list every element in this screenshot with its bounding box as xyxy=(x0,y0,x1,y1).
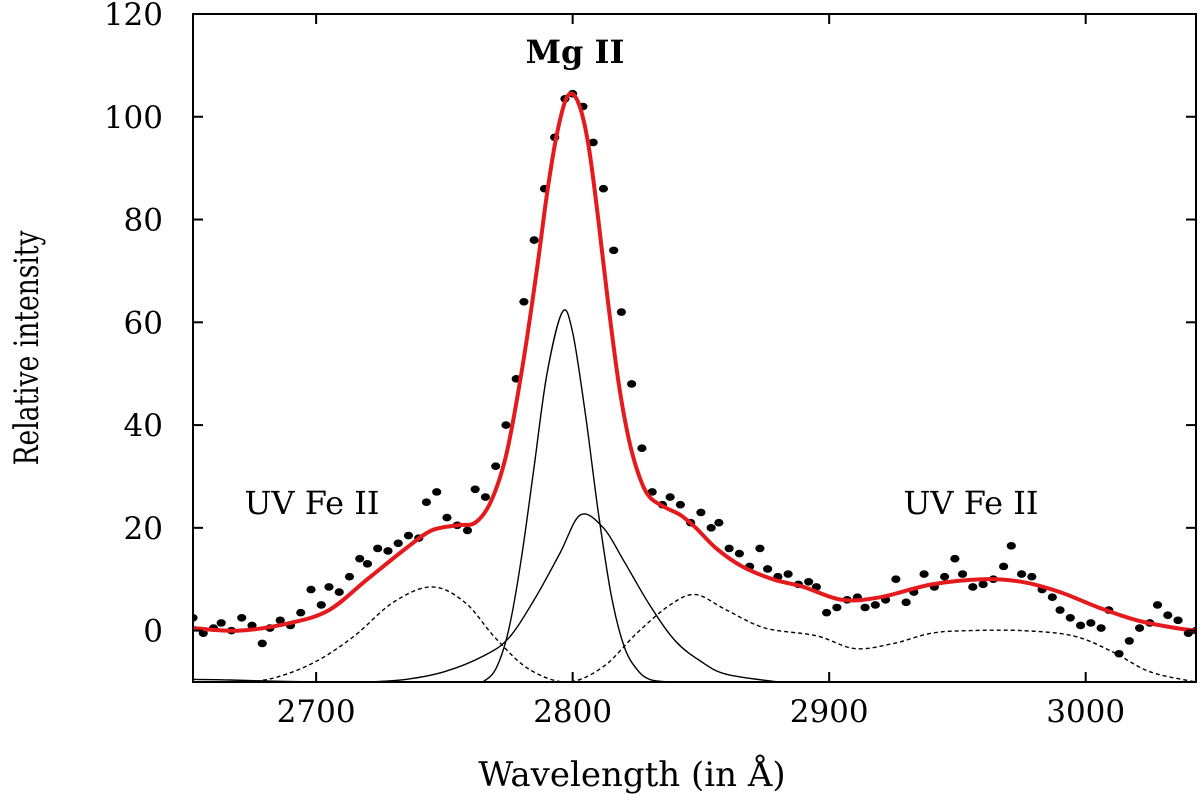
data-point xyxy=(306,585,316,594)
data-point xyxy=(1134,624,1145,632)
data-point xyxy=(1027,572,1037,581)
data-point xyxy=(393,539,403,548)
data-point xyxy=(432,488,442,496)
data-point xyxy=(421,498,432,506)
data-point xyxy=(822,608,832,617)
data-point xyxy=(403,531,414,540)
data-point xyxy=(470,485,480,494)
data-point xyxy=(1075,621,1086,630)
data-point xyxy=(1047,593,1057,602)
data-point xyxy=(193,613,198,622)
x-tick-label: 2900 xyxy=(790,694,869,730)
annotation-mgii: Mg II xyxy=(526,33,625,71)
data-point xyxy=(957,570,968,578)
data-point xyxy=(968,583,978,591)
x-tick-label: 2700 xyxy=(277,694,356,730)
data-point xyxy=(598,184,609,193)
data-point xyxy=(860,603,870,612)
y-axis-title: Relative intensity xyxy=(8,230,47,466)
series-observed xyxy=(193,89,1196,658)
data-point xyxy=(647,488,657,496)
data-point xyxy=(1152,601,1163,609)
data-point xyxy=(519,297,529,306)
data-point xyxy=(344,572,355,581)
data-point xyxy=(616,308,626,316)
data-point xyxy=(362,560,373,568)
data-point xyxy=(1086,619,1096,627)
data-point xyxy=(609,246,619,255)
data-point xyxy=(296,608,306,617)
y-tick-label: 0 xyxy=(143,614,163,650)
series-total-fit xyxy=(193,91,1196,633)
x-axis: 2700 2800 2900 3000 xyxy=(277,14,1125,730)
data-point xyxy=(870,601,880,609)
data-point xyxy=(324,583,334,591)
data-point xyxy=(480,493,491,501)
data-point xyxy=(1016,570,1027,578)
annotation-uv-fe-ii-left: UV Fe II xyxy=(244,484,379,522)
y-tick-label: 60 xyxy=(124,305,163,341)
data-point xyxy=(734,549,744,558)
data-point xyxy=(1006,542,1016,550)
data-point xyxy=(706,524,716,532)
data-point xyxy=(1065,613,1075,622)
annotation-uv-fe-ii-right: UV Fe II xyxy=(903,484,1038,522)
data-point xyxy=(216,619,226,627)
data-point xyxy=(316,601,326,609)
data-point xyxy=(501,421,511,429)
data-point xyxy=(724,544,734,553)
data-point xyxy=(891,575,901,584)
y-axis: 0 20 40 60 80 100 120 xyxy=(104,0,1196,650)
data-point xyxy=(696,508,706,517)
data-point xyxy=(383,547,393,555)
plot-frame xyxy=(192,13,1197,683)
data-point xyxy=(783,570,793,578)
data-point xyxy=(804,578,814,586)
x-axis-title: Wavelength (in Å) xyxy=(478,754,785,795)
data-point xyxy=(462,526,473,535)
data-point xyxy=(901,598,911,607)
y-tick-label: 80 xyxy=(124,203,163,239)
data-point xyxy=(373,544,383,553)
data-point xyxy=(637,444,647,453)
series-UVFeII-template xyxy=(193,586,1196,682)
data-point xyxy=(919,570,929,578)
plot-marks xyxy=(193,89,1196,682)
x-tick-label: 3000 xyxy=(1046,694,1125,730)
data-point xyxy=(1055,606,1065,614)
x-tick-label: 2800 xyxy=(533,694,612,730)
data-point xyxy=(714,518,724,527)
data-point xyxy=(999,562,1009,571)
series-MgII-broad xyxy=(367,513,779,682)
data-point xyxy=(529,236,539,244)
data-point xyxy=(1173,616,1183,625)
y-tick-label: 100 xyxy=(104,100,163,136)
series-MgII-narrow xyxy=(482,309,671,682)
data-point xyxy=(275,616,285,625)
data-point xyxy=(1114,649,1124,658)
data-point xyxy=(1096,624,1106,632)
data-point xyxy=(257,639,267,648)
data-point xyxy=(1124,637,1134,645)
data-point xyxy=(491,462,501,470)
data-point xyxy=(978,580,988,589)
data-point xyxy=(588,138,598,147)
data-point xyxy=(665,493,675,501)
data-point xyxy=(627,380,637,388)
data-point xyxy=(442,513,452,522)
data-point xyxy=(763,565,773,573)
data-point xyxy=(334,588,344,596)
data-point xyxy=(675,500,685,509)
data-point xyxy=(940,572,950,581)
data-point xyxy=(950,554,960,563)
data-point xyxy=(755,544,765,553)
y-tick-label: 120 xyxy=(104,0,163,33)
data-point xyxy=(237,613,247,622)
y-tick-label: 40 xyxy=(124,408,163,444)
y-tick-label: 20 xyxy=(124,511,163,547)
data-point xyxy=(1163,611,1173,619)
data-point xyxy=(832,603,842,612)
data-point xyxy=(355,554,365,563)
